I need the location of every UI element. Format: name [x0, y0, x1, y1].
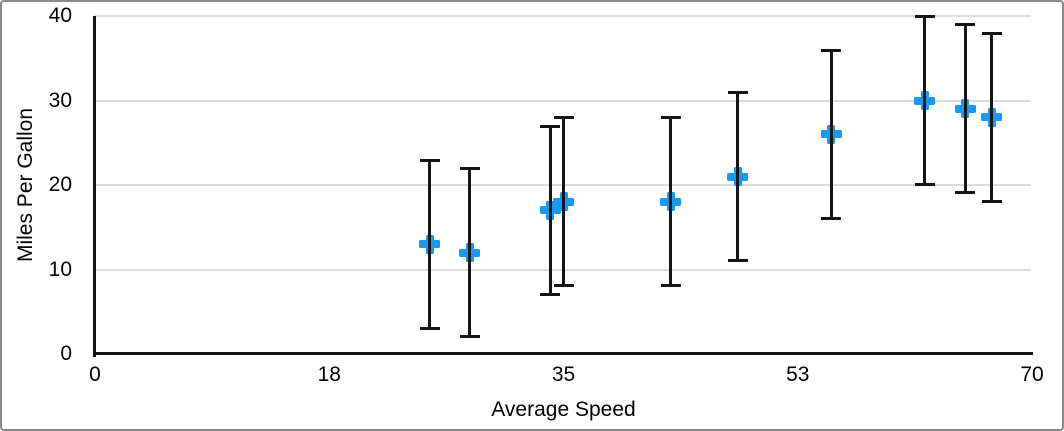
error-bar-cap-top [981, 31, 1002, 35]
x-tick-label: 35 [551, 363, 576, 386]
error-bar-cap-bottom [660, 284, 681, 288]
error-bar-cap-top [914, 15, 935, 18]
x-tick-label: 53 [786, 363, 810, 386]
error-bar-cap-bottom [955, 191, 976, 195]
error-bar-cap-top [419, 158, 440, 162]
y-tick-label: 30 [48, 88, 72, 112]
error-bar-line [468, 168, 472, 338]
error-bar-cap-bottom [821, 216, 842, 220]
error-bar-line [736, 92, 739, 262]
error-bar-cap-top [821, 48, 842, 52]
x-axis-title: Average Speed [491, 398, 636, 421]
error-bar-cap-bottom [981, 199, 1002, 203]
y-tick-label: 10 [48, 257, 72, 281]
error-bar-line [669, 117, 673, 287]
gridline [95, 15, 1031, 17]
error-bar-line [548, 125, 552, 295]
error-bar-cap-top [660, 116, 681, 120]
x-tick-label: 0 [89, 363, 101, 386]
error-bar-line [990, 32, 994, 202]
error-bar-cap-bottom [459, 335, 480, 339]
error-bar-cap-bottom [727, 259, 748, 263]
error-bar-line [829, 49, 833, 219]
x-tick-label: 18 [317, 363, 341, 386]
y-tick-label: 20 [48, 173, 72, 196]
y-tick-label: 40 [48, 4, 72, 27]
gridline [95, 99, 1031, 102]
error-bar-cap-bottom [419, 326, 440, 330]
error-bar-line [923, 16, 927, 185]
error-bar-cap-top [540, 124, 561, 128]
error-bar-cap-top [553, 116, 574, 120]
x-tick-label: 70 [1020, 363, 1044, 386]
error-bar-cap-bottom [540, 292, 561, 296]
error-bar-cap-bottom [914, 183, 935, 186]
y-axis-line [93, 16, 96, 357]
error-bar-cap-top [459, 167, 480, 171]
error-bar-cap-top [955, 23, 976, 27]
error-bar-line [562, 117, 565, 287]
x-axis-line [93, 352, 1033, 355]
y-tick-label: 0 [60, 342, 72, 365]
error-bar-line [963, 24, 967, 194]
error-bar-cap-top [727, 91, 748, 95]
error-bar-line [428, 159, 432, 329]
error-bar-cap-bottom [553, 284, 574, 288]
